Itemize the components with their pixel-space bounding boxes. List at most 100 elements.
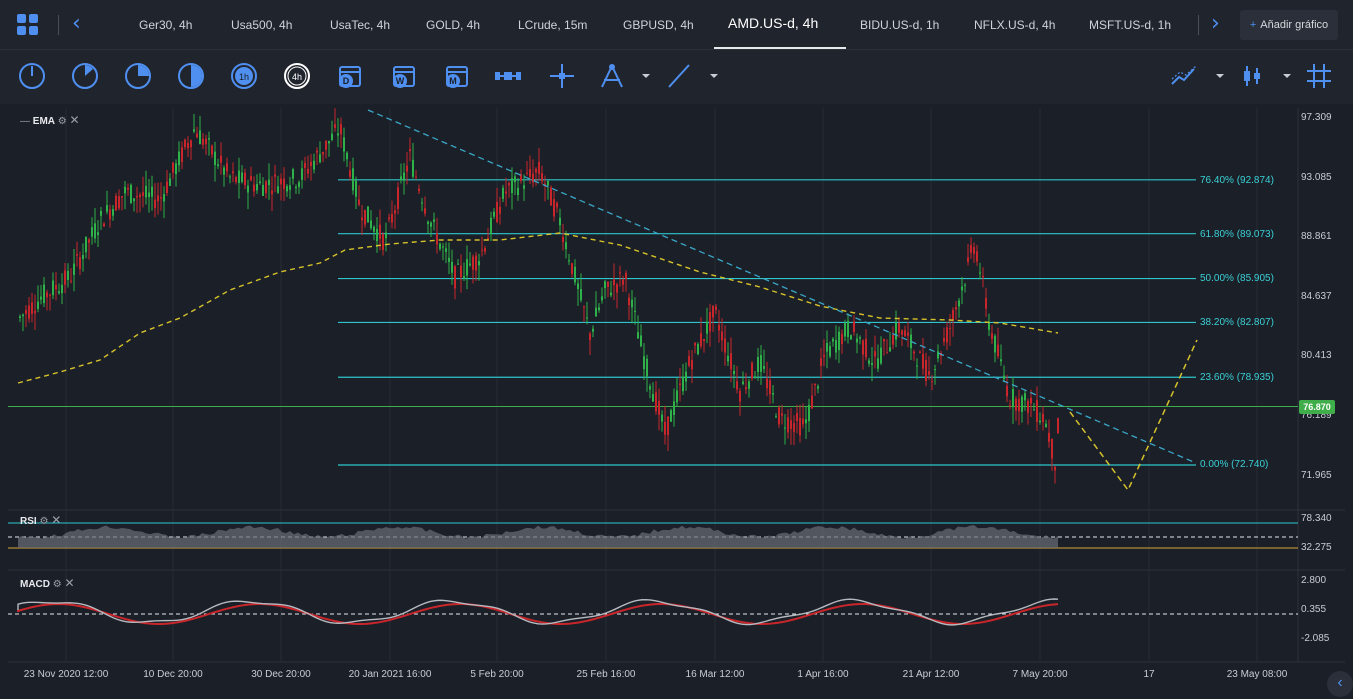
candle-body bbox=[412, 159, 414, 177]
grid-toggle-icon[interactable] bbox=[1305, 62, 1333, 90]
crosshair-icon[interactable] bbox=[548, 62, 576, 90]
weekly-calendar-icon[interactable]: W bbox=[390, 62, 418, 90]
indicators-icon[interactable] bbox=[1170, 62, 1198, 90]
tab-gold[interactable]: GOLD, 4h bbox=[426, 18, 481, 32]
monthly-calendar-icon[interactable]: M bbox=[443, 62, 471, 90]
caret-down-icon[interactable] bbox=[1206, 62, 1224, 90]
fib-level-label[interactable]: 0.00% (72.740) bbox=[1200, 459, 1269, 470]
candle-body bbox=[418, 188, 420, 192]
caret-down-icon[interactable] bbox=[632, 62, 650, 90]
add-chart-button[interactable]: + Añadir gráfico bbox=[1240, 10, 1338, 40]
chevron-right-icon[interactable]: › bbox=[1211, 11, 1220, 36]
candle-body bbox=[58, 291, 60, 294]
close-icon[interactable]: ✕ bbox=[64, 576, 75, 590]
candle-body bbox=[931, 381, 933, 383]
candle-body bbox=[259, 181, 261, 184]
rsi-title: RSI bbox=[20, 516, 37, 527]
candle-body bbox=[1048, 432, 1050, 442]
candle-body bbox=[970, 245, 972, 253]
trendline-icon[interactable] bbox=[665, 62, 693, 90]
fib-level-label[interactable]: 76.40% (92.874) bbox=[1200, 175, 1274, 186]
candle-body bbox=[82, 255, 84, 260]
tab-ger30[interactable]: Ger30, 4h bbox=[139, 18, 193, 32]
price-tick: 97.309 bbox=[1301, 112, 1332, 123]
caret-down-icon[interactable] bbox=[1273, 62, 1291, 90]
fibonacci-tool-icon[interactable] bbox=[598, 62, 626, 90]
layout-grid-icon[interactable] bbox=[17, 14, 39, 36]
candle-body bbox=[265, 181, 267, 194]
price-tick: 93.085 bbox=[1301, 172, 1332, 183]
candle-body bbox=[580, 288, 582, 301]
settings-gear-icon[interactable]: ⚙ bbox=[52, 579, 62, 590]
macd-legend: MACD ⚙ ✕ bbox=[20, 576, 75, 590]
candle-body bbox=[382, 234, 384, 250]
candle-body bbox=[250, 175, 252, 181]
tab-usa500[interactable]: Usa500, 4h bbox=[231, 18, 293, 32]
tab-lcrude[interactable]: LCrude, 15m bbox=[518, 18, 588, 32]
candle-body bbox=[445, 248, 447, 252]
candle-body bbox=[754, 376, 756, 378]
chart-tab-bar: ‹ Ger30, 4h Usa500, 4h UsaTec, 4h GOLD, … bbox=[0, 0, 1353, 50]
horizontal-ray-icon[interactable] bbox=[494, 62, 522, 90]
tab-nflx[interactable]: NFLX.US-d, 4h bbox=[974, 18, 1056, 32]
candle-body bbox=[448, 257, 450, 262]
candle-body bbox=[325, 140, 327, 150]
candle-body bbox=[475, 255, 477, 271]
chevron-left-icon[interactable]: ‹ bbox=[1327, 671, 1353, 697]
candle-body bbox=[427, 221, 429, 224]
candle-body bbox=[814, 383, 816, 386]
candle-body bbox=[460, 265, 462, 278]
candle-body bbox=[748, 381, 750, 389]
close-icon[interactable]: ✕ bbox=[69, 113, 80, 127]
candle-body bbox=[472, 256, 474, 270]
settings-gear-icon[interactable]: ⚙ bbox=[57, 116, 67, 127]
m1-clock-icon[interactable] bbox=[18, 62, 46, 90]
candle-body bbox=[277, 186, 279, 193]
fib-level-label[interactable]: 38.20% (82.807) bbox=[1200, 317, 1274, 328]
candle-body bbox=[343, 137, 345, 152]
tab-bidu[interactable]: BIDU.US-d, 1h bbox=[860, 18, 940, 32]
date-tick: 1 Apr 16:00 bbox=[797, 669, 849, 680]
candle-body bbox=[361, 217, 363, 221]
tab-amd[interactable]: AMD.US-d, 4h bbox=[728, 15, 819, 31]
candle-body bbox=[1042, 413, 1044, 423]
candle-body bbox=[49, 294, 51, 296]
tab-msft[interactable]: MSFT.US-d, 1h bbox=[1089, 18, 1172, 32]
candle-body bbox=[64, 270, 66, 285]
chevron-left-icon[interactable]: ‹ bbox=[72, 11, 81, 36]
candle-body bbox=[220, 155, 222, 163]
tab-gbpusd[interactable]: GBPUSD, 4h bbox=[623, 18, 694, 32]
h4-clock-icon[interactable]: 4h bbox=[283, 62, 311, 90]
candle-body bbox=[568, 260, 570, 262]
candle-body bbox=[700, 333, 702, 347]
fib-level-label[interactable]: 23.60% (78.935) bbox=[1200, 372, 1274, 383]
candle-body bbox=[358, 199, 360, 205]
candle-body bbox=[379, 224, 381, 240]
m30-clock-icon[interactable] bbox=[177, 62, 205, 90]
h1-clock-icon[interactable]: 1h bbox=[230, 62, 258, 90]
fib-level-label[interactable]: 50.00% (85.905) bbox=[1200, 273, 1274, 284]
m15-clock-icon[interactable] bbox=[124, 62, 152, 90]
candlestick-type-icon[interactable] bbox=[1238, 62, 1266, 90]
candle-body bbox=[184, 139, 186, 148]
candle-body bbox=[979, 272, 981, 274]
ema-title: EMA bbox=[32, 116, 56, 127]
candle-body bbox=[457, 263, 459, 265]
candle-body bbox=[1045, 423, 1047, 428]
candle-body bbox=[40, 296, 42, 300]
candle-body bbox=[826, 343, 828, 352]
close-icon[interactable]: ✕ bbox=[51, 513, 62, 527]
caret-down-icon[interactable] bbox=[700, 62, 718, 90]
tab-usatec[interactable]: UsaTec, 4h bbox=[330, 18, 391, 32]
candle-body bbox=[997, 344, 999, 357]
candle-body bbox=[262, 184, 264, 196]
m5-clock-icon[interactable] bbox=[71, 62, 99, 90]
candle-body bbox=[943, 337, 945, 342]
daily-calendar-icon[interactable]: D bbox=[336, 62, 364, 90]
current-price-badge: 76.870 bbox=[1299, 400, 1335, 414]
fib-level-label[interactable]: 61.80% (89.073) bbox=[1200, 229, 1274, 240]
candle-body bbox=[289, 185, 291, 190]
settings-gear-icon[interactable]: ⚙ bbox=[39, 516, 49, 527]
